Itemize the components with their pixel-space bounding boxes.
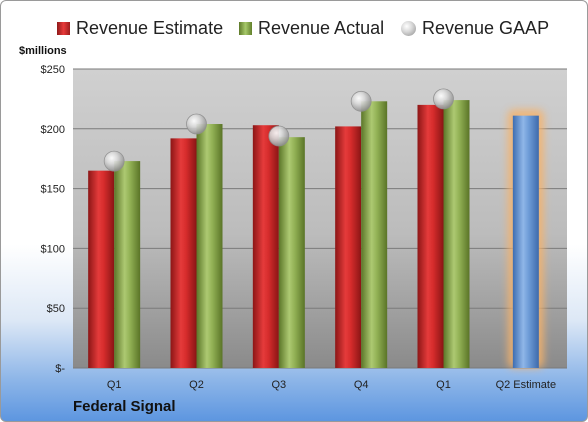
bar-revenue-estimate (417, 104, 444, 368)
chart-legend: Revenue Estimate Revenue Actual Revenue … (1, 15, 587, 41)
legend-label-actual: Revenue Actual (258, 17, 385, 38)
bar-revenue-estimate (170, 138, 197, 368)
bar-revenue-actual (196, 124, 223, 369)
legend-item-gaap: Revenue GAAP (401, 15, 549, 41)
bar-revenue-estimate (335, 126, 362, 369)
legend-swatch-actual (239, 21, 252, 35)
x-tick-label: Q1 (436, 379, 451, 391)
legend-item-estimate: Revenue Estimate (57, 15, 223, 41)
bar-revenue-actual (114, 161, 141, 368)
legend-item-actual: Revenue Actual (239, 15, 384, 41)
marker-revenue-gaap (103, 150, 125, 172)
marker-revenue-gaap (433, 88, 454, 110)
x-tick-label: Q3 (271, 379, 286, 391)
y-tick-label: $200 (41, 124, 65, 136)
bar-revenue-actual (443, 100, 470, 368)
marker-revenue-gaap (268, 125, 290, 147)
y-axis-units-label: $millions (19, 45, 67, 57)
x-tick-label: Q2 (189, 379, 204, 391)
y-tick-label: $100 (41, 243, 65, 255)
plot-background (73, 69, 567, 368)
company-label: Federal Signal (73, 398, 176, 415)
marker-revenue-gaap (350, 90, 372, 112)
x-tick-label: Q4 (354, 379, 369, 391)
bar-revenue-estimate-projected (512, 115, 539, 368)
legend-label-gaap: Revenue GAAP (422, 17, 550, 38)
bar-revenue-actual (278, 137, 305, 368)
bar-revenue-estimate (252, 125, 279, 368)
legend-swatch-estimate (57, 21, 70, 35)
marker-revenue-gaap (186, 113, 207, 135)
y-tick-label: $50 (47, 303, 65, 315)
y-tick-label: $150 (41, 184, 65, 196)
y-tick-label: $250 (41, 64, 65, 76)
bar-revenue-estimate (88, 170, 115, 368)
y-tick-label: $- (55, 363, 65, 375)
legend-swatch-gaap (401, 20, 416, 36)
x-tick-label: Q1 (107, 379, 122, 391)
x-tick-label: Q2 Estimate (496, 379, 557, 391)
legend-label-estimate: Revenue Estimate (76, 17, 224, 38)
bar-revenue-actual (361, 101, 388, 369)
